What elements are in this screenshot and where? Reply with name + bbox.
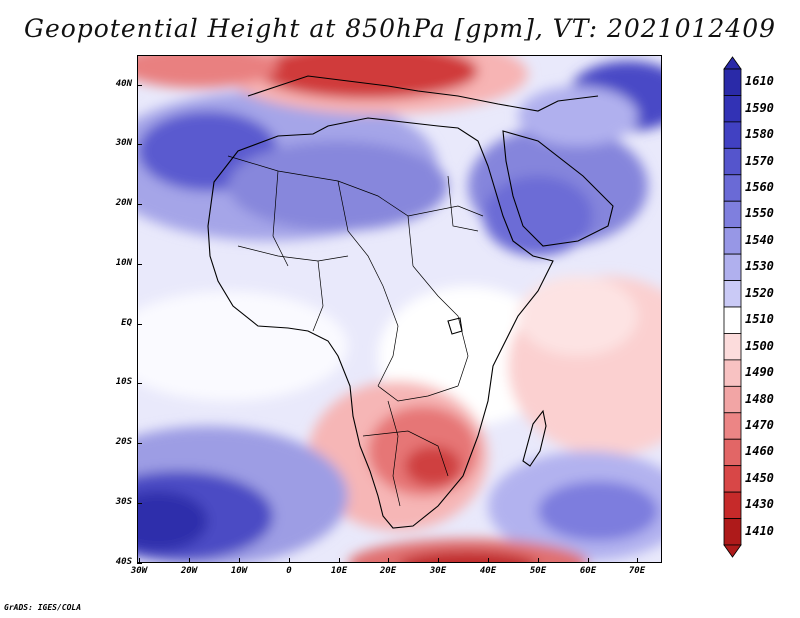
lat-tick-label: 30S [115,497,132,507]
lat-tick [137,324,142,325]
colorbar-swatch [723,121,742,149]
lon-tick-label: 70E [628,566,646,576]
lon-tick-label: 30W [130,566,148,576]
lat-tick-label: 30N [115,138,132,148]
lon-tick [438,558,439,563]
lon-tick-label: 60E [579,566,597,576]
colorbar-swatch [723,68,742,96]
lon-tick-label: 20E [379,566,397,576]
lon-tick-label: 10W [230,566,248,576]
lon-tick [488,558,489,563]
lon-tick-label: 40E [479,566,497,576]
colorbar-level-label: 1580 [745,127,774,142]
colorbar-swatch [723,306,742,334]
lat-tick-label: 10S [115,377,132,387]
colorbar-level-label: 1510 [745,312,774,327]
lat-tick-label: 40S [115,557,132,567]
colorbar-level-label: 1560 [745,180,774,194]
lon-tick-label: 0 [286,566,292,576]
lat-tick [137,383,142,384]
lon-tick [388,558,389,563]
lat-tick [137,144,142,145]
colorbar-level-label: 1550 [745,206,774,221]
geopotential-field [138,56,661,562]
lon-tick [588,558,589,563]
colorbar-swatch [723,518,742,546]
colorbar-top-arrow [723,56,742,70]
lon-tick [538,558,539,563]
lat-tick [137,264,142,265]
colorbar-swatch [723,280,742,308]
lon-tick [637,558,638,563]
lon-tick [289,558,290,563]
lat-tick-label: 40N [115,79,132,89]
colorbar-swatch [723,465,742,493]
colorbar-level-label: 1610 [745,74,774,89]
lon-tick-label: 30E [429,566,447,576]
lat-tick [137,443,142,444]
colorbar-swatch [723,438,742,467]
colorbar-swatch [723,333,742,361]
colorbar-level-label: 1460 [745,444,774,459]
map-panel [137,55,662,563]
lat-tick-label: 10N [115,258,132,268]
lat-tick [137,204,142,205]
lat-tick-label: EQ [121,318,132,328]
lon-tick-label: 50E [529,566,547,576]
coastlines [207,75,614,529]
colorbar-swatch [723,147,742,176]
colorbar-swatch [723,491,742,519]
colorbar-bottom-arrow [723,544,742,558]
colorbar-level-label: 1530 [745,259,774,274]
colorbar-level-label: 1410 [745,523,774,538]
colorbar-level-label: 1470 [745,418,774,432]
colorbar-swatch [723,95,742,123]
map-title: Geopotential Height at 850hPa [gpm], VT:… [23,14,777,43]
colorbar-level-label: 1590 [745,100,774,115]
colorbar-level-label: 1450 [745,470,774,485]
lon-tick [189,558,190,563]
colorbar-swatch [723,200,742,229]
lat-tick-label: 20N [115,198,132,208]
colorbar-level-label: 1480 [745,391,774,406]
colorbar-level-label: 1500 [745,338,774,353]
lon-tick-label: 20W [180,566,198,576]
lon-tick [339,558,340,563]
colorbar-swatch [723,385,742,414]
colorbar-swatch [723,227,742,255]
lon-tick [239,558,240,563]
lat-tick [137,85,142,86]
country-borders [227,155,484,507]
colorbar-level-label: 1540 [745,232,774,247]
lat-tick [137,503,142,504]
lat-tick-label: 20S [115,437,132,447]
colorbar-swatch [723,174,742,202]
colorbar-level-label: 1490 [745,365,774,380]
grads-credit: GrADS: IGES/COLA [4,603,82,612]
colorbar-level-label: 1430 [745,497,774,512]
colorbar-level-label: 1570 [745,153,774,168]
colorbar-level-label: 1520 [745,285,774,300]
lon-tick-label: 10E [330,566,348,576]
colorbar-swatch [723,359,742,387]
lat-tick [137,563,142,564]
colorbar-swatch [723,253,742,281]
colorbar-swatch [723,412,742,440]
lon-tick [139,558,140,563]
